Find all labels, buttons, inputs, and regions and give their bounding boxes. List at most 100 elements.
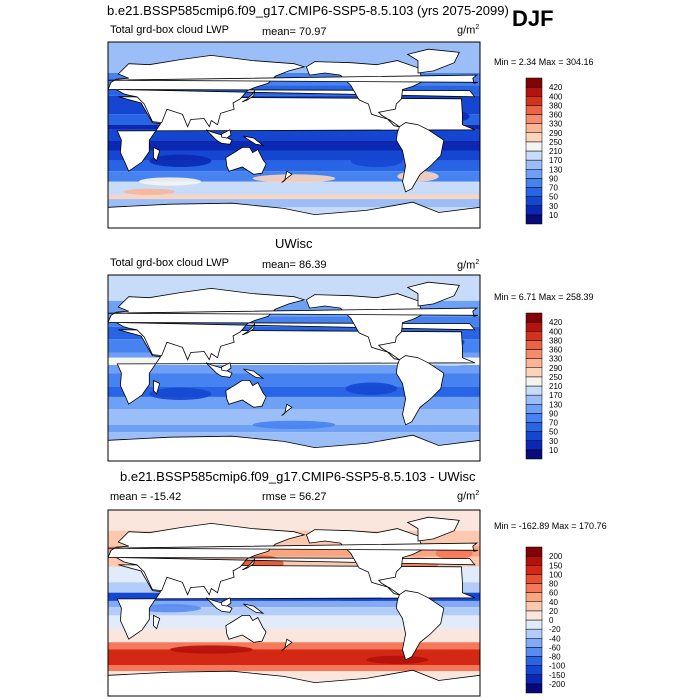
land-uk-3 xyxy=(108,542,479,552)
colorbar-label-1-9: 250 xyxy=(549,138,563,147)
colorbar-label-1-6: 130 xyxy=(549,165,563,174)
colorbar-label-3-9: 20 xyxy=(549,607,558,616)
panel-1-minmax-label: Min = 2.34 Max = 304.16 xyxy=(494,57,594,67)
colorbar-swatch-1-10 xyxy=(525,132,543,143)
colorbar-swatch-2-8 xyxy=(525,385,543,396)
colorbar-label-3-6: -40 xyxy=(549,634,561,643)
season-label: DJF xyxy=(512,6,554,31)
colorbar-label-1-15: 420 xyxy=(549,83,563,92)
colorbar-label-1-2: 30 xyxy=(549,202,558,211)
map-band-2-11 xyxy=(108,396,480,410)
colorbar-label-1-4: 70 xyxy=(549,184,558,193)
colorbar-label-3-13: 100 xyxy=(549,570,563,579)
panel-1-units-label: g/m2 xyxy=(457,24,480,37)
map-band-3-8 xyxy=(108,600,480,608)
land-australia-3 xyxy=(225,615,267,643)
colorbar-label-2-3: 50 xyxy=(549,428,558,437)
continents-1 xyxy=(108,48,480,228)
land-madagascar-2 xyxy=(153,379,161,395)
colorbar-swatch-3-6 xyxy=(525,638,543,648)
colorbar-swatch-1-6 xyxy=(525,169,543,179)
map-band-3-3 xyxy=(108,546,480,557)
colorbar-swatch-2-2 xyxy=(525,440,543,451)
colorbar-swatch-3-4 xyxy=(525,656,543,666)
colorbar-label-2-4: 70 xyxy=(549,419,558,428)
colorbar-label-3-3: -100 xyxy=(549,662,566,671)
land-japan-2 xyxy=(242,323,256,336)
panel-3-rmse-label: rmse = 56.27 xyxy=(262,491,327,503)
colorbar-label-3-4: -80 xyxy=(549,653,561,662)
colorbar-label-2-7: 170 xyxy=(549,391,563,400)
map-feature-3-9 xyxy=(366,655,429,664)
map-band-2-12 xyxy=(108,409,480,425)
map-panel-3 xyxy=(107,509,481,697)
land-japan-1 xyxy=(242,90,256,103)
colorbar-swatch-3-2 xyxy=(525,674,543,685)
colorbar-swatch-1-2 xyxy=(525,205,543,216)
colorbar-swatch-3-5 xyxy=(525,647,543,657)
map-feature-2-5 xyxy=(345,382,398,395)
colorbar-label-1-11: 330 xyxy=(549,120,563,129)
colorbar-label-3-1: -200 xyxy=(549,680,566,689)
land-indonesia1-1 xyxy=(205,129,233,145)
map-band-1-8 xyxy=(108,129,480,141)
map-band-3-12 xyxy=(108,642,480,650)
colorbar-label-3-10: 40 xyxy=(549,598,558,607)
land-madagascar-1 xyxy=(153,146,161,162)
colorbar-swatch-3-7 xyxy=(525,628,543,639)
map-band-3-10 xyxy=(108,615,480,629)
panel-3-minmax-label: Min = -162.89 Max = 170.76 xyxy=(494,521,607,531)
colorbar-swatch-1-1 xyxy=(525,214,543,225)
map-feature-3-7 xyxy=(170,645,253,654)
continents-3 xyxy=(108,516,480,696)
map-feature-3-6 xyxy=(139,604,201,613)
map-band-3-14 xyxy=(108,665,480,672)
colorbar-label-3-11: 60 xyxy=(549,589,558,598)
colorbar-swatch-1-9 xyxy=(525,141,543,152)
colorbar-swatch-3-9 xyxy=(525,610,543,621)
colorbar-swatch-1-5 xyxy=(525,178,543,188)
map-band-2-10 xyxy=(108,386,480,397)
colorbar-label-3-7: -20 xyxy=(549,625,561,634)
colorbar-label-3-2: -150 xyxy=(549,671,566,680)
colorbar-label-3-12: 80 xyxy=(549,580,558,589)
map-band-1-14 xyxy=(108,194,480,200)
colorbar-label-2-15: 420 xyxy=(549,318,563,327)
map-band-2-8 xyxy=(108,364,480,374)
colorbar-label-2-2: 30 xyxy=(549,437,558,446)
colorbar-swatch-2-4 xyxy=(525,422,543,432)
colorbar-swatch-2-11 xyxy=(525,358,543,368)
map-frame-3 xyxy=(107,509,481,697)
map-feature-1-7 xyxy=(252,174,336,183)
map-band-3-4 xyxy=(108,556,480,567)
map-band-3-9 xyxy=(108,607,480,616)
colorbar-swatch-3-10 xyxy=(525,601,543,612)
colorbar-label-1-8: 210 xyxy=(549,147,563,156)
panel-3-title: b.e21.BSSP585cmip6.f09_g17.CMIP6-SSP5-8.… xyxy=(120,469,476,484)
colorbar-label-1-14: 400 xyxy=(549,92,563,101)
land-southAmerica-3 xyxy=(395,590,445,661)
map-band-2-9 xyxy=(108,373,480,387)
colorbar-swatch-2-7 xyxy=(525,394,543,405)
colorbar-swatch-2-3 xyxy=(525,431,543,441)
colorbar-swatch-1-16 xyxy=(525,77,543,88)
land-greenland-1 xyxy=(406,48,460,74)
map-band-1-15 xyxy=(108,199,480,208)
land-australia-1 xyxy=(225,147,267,175)
land-nz-3 xyxy=(281,638,293,651)
land-europeAsia-3 xyxy=(108,522,476,596)
land-antarcticaTop-1 xyxy=(108,201,480,228)
land-southAmerica-2 xyxy=(395,355,445,426)
colorbar-swatch-2-13 xyxy=(525,340,543,350)
map-feature-1-8 xyxy=(139,177,201,186)
land-newGuinea-2 xyxy=(243,368,265,379)
map-panel-2 xyxy=(107,274,481,462)
panel-2-mean-label: mean= 86.39 xyxy=(262,259,327,271)
colorbar-swatch-2-14 xyxy=(525,331,543,341)
panel-1-title: b.e21.BSSP585cmip6.f09_g17.CMIP6-SSP5-8.… xyxy=(107,3,509,18)
land-newGuinea-1 xyxy=(243,135,265,146)
map-feature-2-4 xyxy=(149,387,212,401)
colorbar-label-3-5: -60 xyxy=(549,643,561,652)
land-antarcticaTop-3 xyxy=(108,669,480,696)
